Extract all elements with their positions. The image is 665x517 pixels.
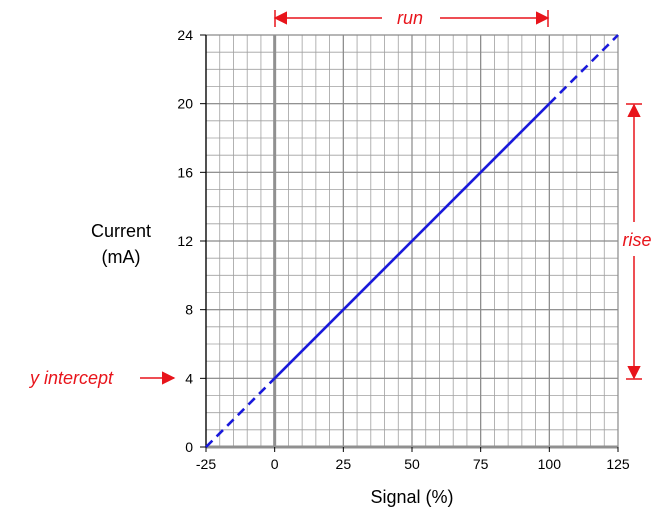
y-tick-label: 8 [185,302,193,318]
x-tick-label: -25 [196,456,216,472]
y-tick-label: 0 [185,439,193,455]
x-tick-label: 25 [336,456,352,472]
x-axis-title: Signal (%) [370,487,453,507]
y-axis-title-line1: Current [91,221,151,241]
annotations: run rise y intercept [28,8,652,388]
x-tick-label: 0 [271,456,279,472]
x-tick-label: 125 [606,456,630,472]
y-axis-title-line2: (mA) [102,247,141,267]
data-series [205,34,619,448]
dashed-extension-line [205,377,276,448]
run-label: run [397,8,423,28]
y-tick-label: 20 [177,96,193,112]
y-intercept-label: y intercept [28,368,114,388]
x-tick-label: 75 [473,456,489,472]
y-tick-label: 12 [177,233,193,249]
transfer-function-line [273,102,551,380]
rise-label: rise [622,230,651,250]
x-tick-label: 100 [538,456,562,472]
y-tick-label: 16 [177,164,193,180]
x-tick-label: 50 [404,456,420,472]
y-tick-label: 4 [185,370,193,386]
y-tick-label: 24 [177,27,193,43]
dashed-extension-line [548,34,619,105]
